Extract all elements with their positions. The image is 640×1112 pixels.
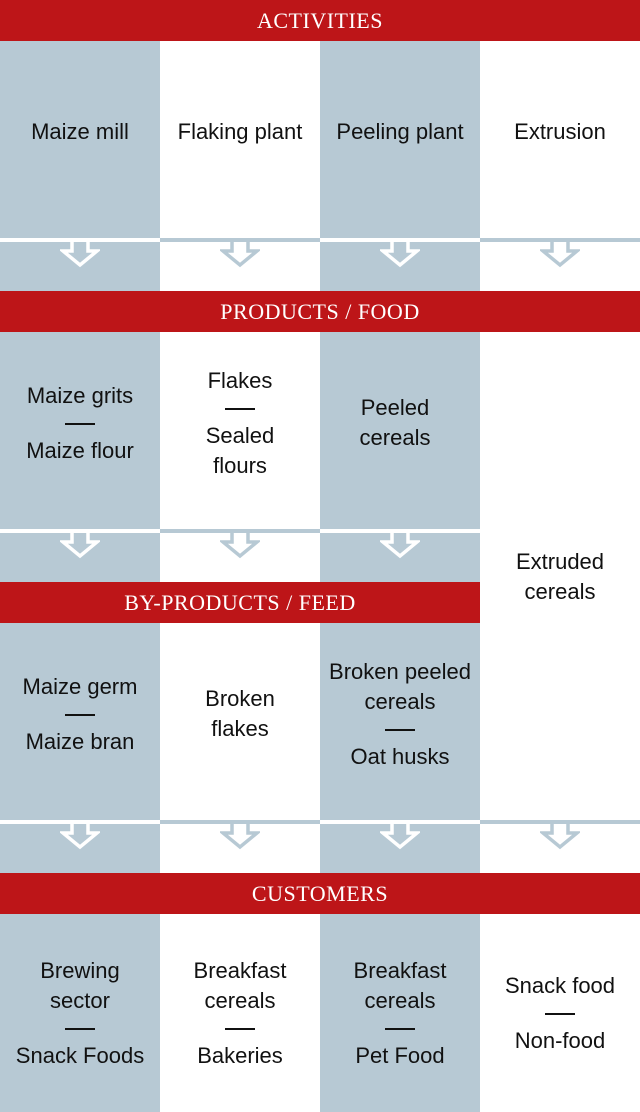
band-products-food: PRODUCTS / FOOD bbox=[0, 291, 640, 332]
customer-label: Breakfast cereals bbox=[353, 957, 447, 1013]
activity-label: Extrusion bbox=[514, 119, 606, 144]
activity-cell: Extrusion bbox=[480, 41, 640, 223]
customer-label: Snack food bbox=[504, 972, 616, 998]
byproduct-label: Maize germ bbox=[22, 673, 138, 699]
customer-label: Pet Food bbox=[355, 1042, 445, 1068]
activity-label: Peeling plant bbox=[336, 119, 464, 144]
customer-label: Breakfast cereals bbox=[193, 957, 287, 1013]
product-label: Extruded cereals bbox=[515, 549, 605, 604]
byproduct-label: Oat husks bbox=[350, 743, 450, 769]
product-label: Flakes bbox=[207, 367, 273, 393]
activity-cell: Flaking plant bbox=[160, 41, 320, 223]
band-byproducts-feed: BY-PRODUCTS / FEED bbox=[0, 582, 480, 623]
dash-separator bbox=[65, 713, 95, 716]
dash-separator bbox=[385, 728, 415, 731]
product-label: Peeled cereals bbox=[359, 395, 431, 450]
dash-separator bbox=[385, 1027, 415, 1030]
activity-label: Maize mill bbox=[31, 119, 129, 144]
byproduct-cell: Broken flakes bbox=[160, 623, 320, 805]
chevron-down-arrow-icon bbox=[220, 820, 260, 850]
dash-separator bbox=[225, 407, 255, 410]
dash-separator bbox=[225, 1027, 255, 1030]
customer-label: Brewing sector bbox=[40, 957, 120, 1013]
product-label: Maize flour bbox=[26, 437, 134, 463]
byproduct-label: Broken peeled cereals bbox=[329, 658, 471, 714]
activity-cell: Peeling plant bbox=[320, 41, 480, 223]
chevron-down-arrow-icon bbox=[220, 529, 260, 559]
customer-label: Non-food bbox=[514, 1027, 606, 1053]
chevron-down-arrow-icon bbox=[220, 238, 260, 268]
product-cell: Flakes Sealed flours bbox=[160, 332, 320, 514]
chevron-down-arrow-icon bbox=[540, 820, 580, 850]
chevron-down-arrow-icon bbox=[60, 238, 100, 268]
product-label: Maize grits bbox=[26, 382, 134, 408]
customer-cell: Breakfast cereals Bakeries bbox=[160, 914, 320, 1112]
customer-cell: Breakfast cereals Pet Food bbox=[320, 914, 480, 1112]
activity-cell: Maize mill bbox=[0, 41, 160, 223]
chevron-down-arrow-icon bbox=[380, 820, 420, 850]
chevron-down-arrow-icon bbox=[380, 238, 420, 268]
customer-label: Bakeries bbox=[197, 1042, 283, 1068]
band-customers: CUSTOMERS bbox=[0, 873, 640, 914]
chevron-down-arrow-icon bbox=[380, 529, 420, 559]
customer-label: Snack Foods bbox=[15, 1042, 145, 1068]
chevron-down-arrow-icon bbox=[60, 820, 100, 850]
byproduct-cell: Broken peeled cereals Oat husks bbox=[320, 623, 480, 805]
activity-label: Flaking plant bbox=[177, 119, 303, 144]
dash-separator bbox=[545, 1012, 575, 1015]
band-activities: ACTIVITIES bbox=[0, 0, 640, 41]
product-label: Sealed flours bbox=[205, 422, 275, 478]
byproduct-cell: Maize germ Maize bran bbox=[0, 623, 160, 805]
byproduct-label: Maize bran bbox=[25, 728, 135, 754]
dash-separator bbox=[65, 422, 95, 425]
product-cell: Extruded cereals bbox=[480, 332, 640, 822]
dash-separator bbox=[65, 1027, 95, 1030]
chevron-down-arrow-icon bbox=[540, 238, 580, 268]
customer-cell: Brewing sector Snack Foods bbox=[0, 914, 160, 1112]
product-cell: Maize grits Maize flour bbox=[0, 332, 160, 514]
chevron-down-arrow-icon bbox=[60, 529, 100, 559]
customer-cell: Snack food Non-food bbox=[480, 914, 640, 1112]
byproduct-label: Broken flakes bbox=[205, 686, 275, 741]
product-cell: Peeled cereals bbox=[320, 332, 470, 514]
